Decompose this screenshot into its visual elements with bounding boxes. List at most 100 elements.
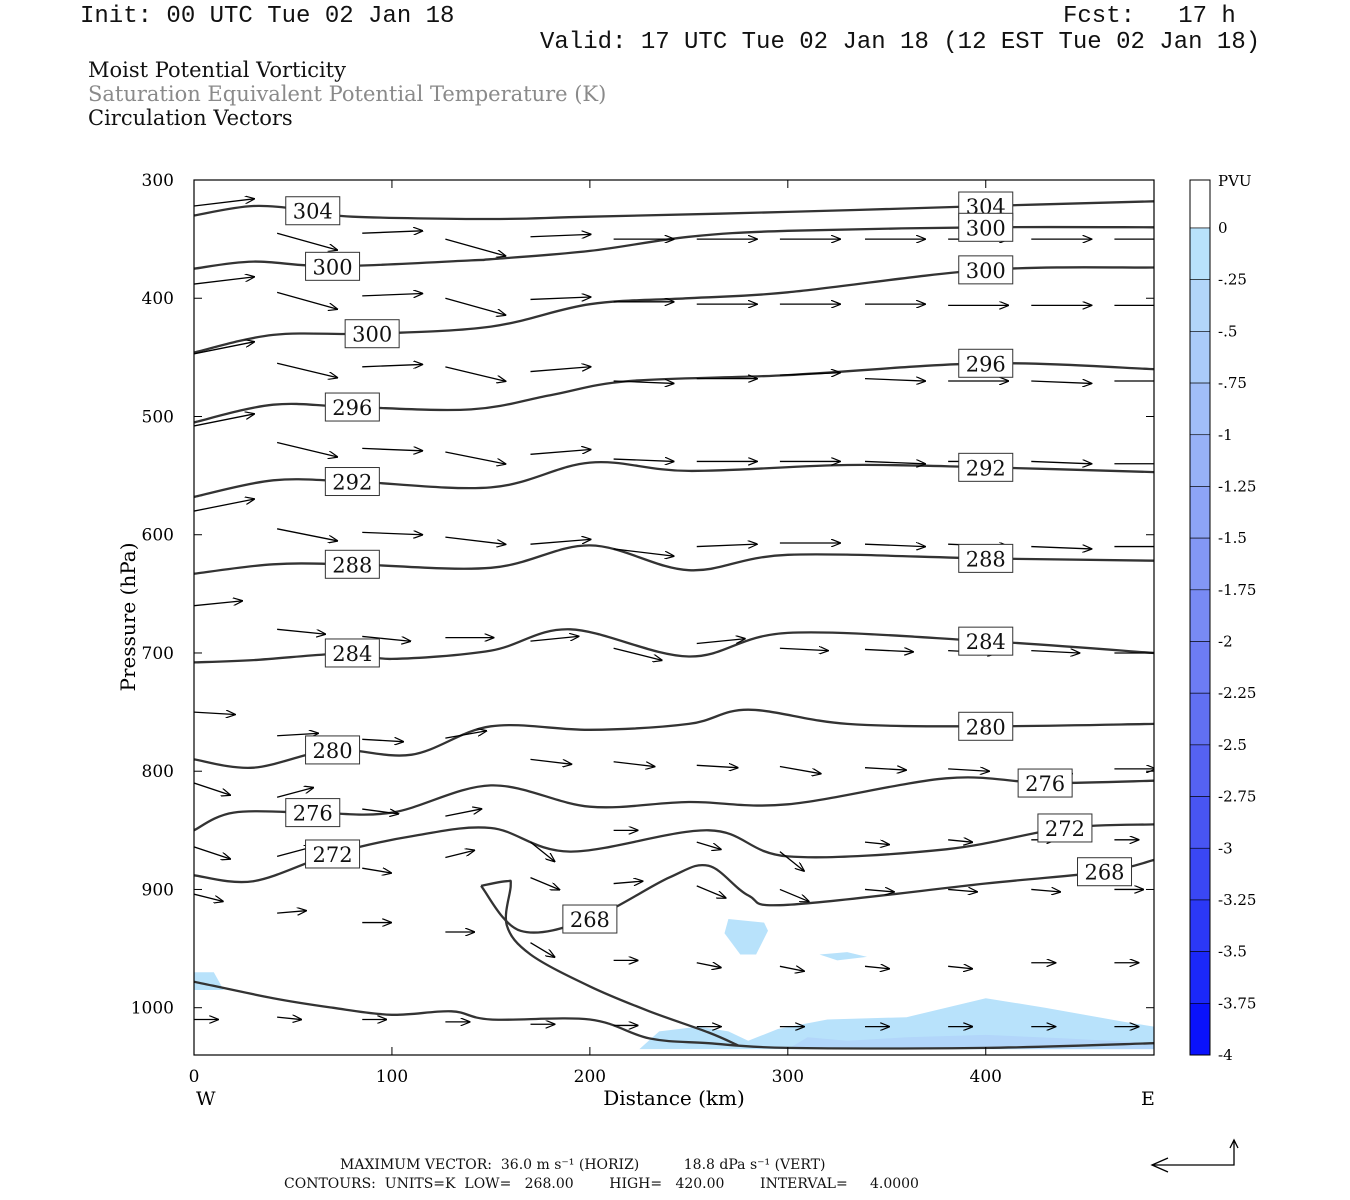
colorbar-swatch	[1189, 1003, 1211, 1056]
circulation-vector	[779, 373, 840, 375]
circulation-vector	[948, 769, 989, 771]
circulation-vector	[948, 889, 977, 891]
circulation-vector	[613, 647, 662, 660]
circulation-vector	[696, 544, 757, 546]
contour-label: 292	[958, 452, 1014, 482]
colorbar-swatch	[1189, 692, 1211, 746]
pv-shaded-region-2	[819, 952, 867, 961]
pv-shading-layer	[194, 919, 1154, 1050]
circulation-vector	[194, 601, 242, 607]
colorbar-label: -2.5	[1218, 736, 1247, 754]
contour-label: 276	[285, 798, 341, 828]
colorbar-label: -.5	[1218, 322, 1237, 340]
y-tick-label: 800	[142, 762, 174, 782]
colorbar-label: -1.25	[1218, 477, 1256, 495]
circulation-vector	[696, 765, 738, 767]
reference-vector-arrow	[1150, 1138, 1239, 1173]
circulation-vector	[362, 448, 422, 450]
colorbar-label: -.25	[1218, 271, 1247, 289]
contour-label: 268	[1077, 857, 1133, 887]
contour-label-text: 288	[332, 553, 372, 577]
circulation-vector	[277, 733, 318, 735]
circulation-vector	[613, 761, 655, 767]
contour-label: 292	[324, 467, 380, 497]
field-title-vectors: Circulation Vectors	[88, 106, 293, 130]
contour-label-text: 284	[332, 642, 372, 666]
theta-es-contour-10	[480, 858, 1154, 934]
colorbar-swatch	[1189, 486, 1211, 539]
circulation-vector	[276, 441, 337, 457]
contour-label: 300	[958, 255, 1014, 285]
colorbar-label: -3	[1218, 839, 1233, 857]
circulation-vector	[445, 731, 486, 739]
circulation-vector	[864, 461, 925, 463]
colorbar-swatch	[1189, 744, 1211, 797]
circulation-vector	[445, 451, 505, 464]
contour-label-text: 300	[313, 255, 353, 279]
circulation-vector	[194, 499, 254, 512]
x-tick-label: 300	[772, 1067, 804, 1087]
colorbar-swatch	[1189, 434, 1211, 487]
circulation-vector	[276, 362, 337, 377]
circulation-vector	[530, 367, 590, 373]
plot-frame	[193, 179, 1155, 1056]
circulation-vector	[445, 850, 474, 859]
contour-label-text: 280	[313, 739, 353, 763]
circulation-vector	[696, 885, 726, 898]
contour-label: 276	[1017, 768, 1073, 798]
circulation-vector	[445, 238, 505, 256]
contour-label-text: 304	[293, 200, 333, 224]
contour-label-text: 300	[966, 216, 1006, 240]
colorbar-swatch	[1189, 899, 1211, 952]
circulation-vector	[277, 911, 306, 913]
circulation-vector	[445, 366, 505, 381]
colorbar-title: PVU	[1218, 172, 1252, 190]
colorbar-swatch	[1189, 331, 1211, 384]
footer-max-vector: MAXIMUM VECTOR: 36.0 m s⁻¹ (HORIZ) 18.8 …	[340, 1157, 826, 1173]
contour-label: 288	[958, 543, 1014, 573]
circulation-vector	[864, 379, 925, 381]
circulation-vector	[362, 867, 391, 873]
colorbar-label: -2.25	[1218, 684, 1256, 702]
circulation-vector	[696, 639, 745, 645]
circulation-vector	[530, 450, 590, 455]
circulation-vector	[613, 881, 643, 883]
circulation-vector	[194, 782, 230, 795]
contour-label-text: 272	[313, 843, 353, 867]
contour-label: 280	[958, 711, 1014, 741]
circulation-vector	[864, 768, 906, 770]
circulation-vector-layer	[194, 199, 1154, 1027]
circulation-vector	[613, 459, 674, 461]
contour-label-text: 296	[332, 396, 372, 420]
contour-label: 296	[958, 348, 1014, 378]
circulation-vector	[194, 277, 254, 285]
circulation-vector	[445, 297, 505, 315]
circulation-vector	[362, 293, 422, 295]
circulation-vector	[696, 841, 721, 849]
contour-label: 272	[305, 839, 361, 869]
circulation-vector	[864, 889, 894, 891]
x-axis-title: Distance (km)	[603, 1086, 745, 1110]
colorbar-label: -3.5	[1218, 943, 1247, 961]
contour-label-text: 280	[966, 715, 1006, 739]
colorbar-label: -4	[1218, 1046, 1233, 1064]
colorbar-swatch	[1189, 537, 1211, 591]
contour-label: 300	[344, 319, 400, 349]
circulation-vector	[530, 758, 571, 764]
circulation-vector	[1031, 651, 1079, 653]
y-tick-label: 900	[142, 880, 174, 900]
contour-label-text: 284	[966, 630, 1006, 654]
colorbar-swatch	[1189, 227, 1211, 280]
theta-es-contour-12	[480, 879, 739, 1047]
circulation-vector	[276, 788, 313, 798]
contour-label-text: 276	[293, 802, 333, 826]
circulation-vector	[779, 765, 821, 773]
circulation-vector	[779, 851, 804, 871]
circulation-vector	[194, 893, 223, 901]
y-axis-title: Pressure (hPa)	[116, 543, 140, 692]
x-end-label-east: E	[1141, 1088, 1155, 1110]
colorbar-label: -2	[1218, 633, 1233, 651]
pv-shaded-region-1	[724, 919, 768, 955]
contour-label: 296	[324, 392, 380, 422]
